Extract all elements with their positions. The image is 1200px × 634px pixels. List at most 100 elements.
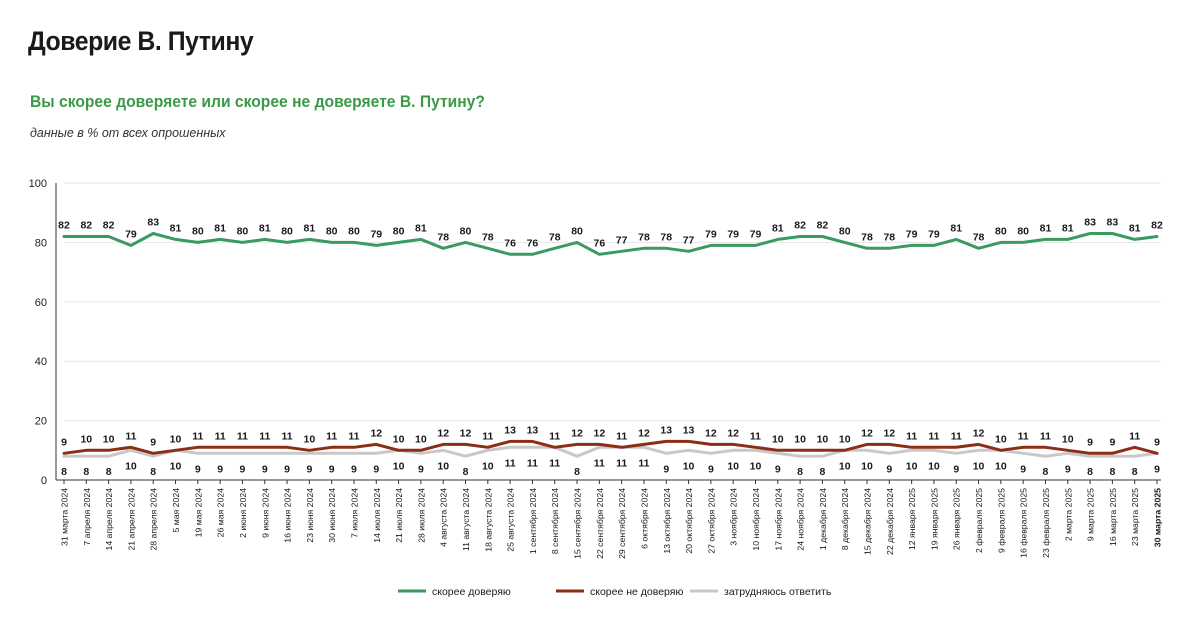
data-label-distrust: 10 xyxy=(995,433,1007,445)
data-label-trust: 79 xyxy=(906,228,918,240)
x-tick-label: 8 сентября 2024 xyxy=(550,488,560,554)
x-tick-label: 7 апреля 2024 xyxy=(82,488,92,546)
data-label-distrust: 11 xyxy=(259,430,270,442)
data-label-undecided: 10 xyxy=(437,460,449,472)
chart-note: данные в % от всех опрошенных xyxy=(30,126,226,140)
data-label-undecided: 10 xyxy=(995,460,1007,472)
x-tick-label: 5 мая 2024 xyxy=(171,488,181,533)
x-tick-label: 31 марта 2024 xyxy=(60,488,70,546)
data-label-trust: 78 xyxy=(861,231,873,243)
x-tick-label: 17 ноября 2024 xyxy=(773,488,783,551)
data-label-undecided: 9 xyxy=(1020,463,1026,475)
data-label-distrust: 11 xyxy=(125,430,136,442)
data-label-undecided: 9 xyxy=(217,463,223,475)
data-label-undecided: 9 xyxy=(195,463,201,475)
data-label-distrust: 10 xyxy=(103,433,115,445)
data-label-undecided: 8 xyxy=(106,466,112,478)
data-label-undecided: 9 xyxy=(262,463,268,475)
data-label-trust: 80 xyxy=(192,225,204,237)
data-label-undecided: 9 xyxy=(306,463,312,475)
x-tick-label: 15 сентября 2024 xyxy=(573,488,583,559)
data-label-distrust: 12 xyxy=(594,427,606,439)
data-label-trust: 80 xyxy=(1017,225,1029,237)
x-tick-label: 15 декабря 2024 xyxy=(863,488,873,555)
x-tick-label: 16 февраля 2025 xyxy=(1019,488,1029,558)
data-label-trust: 80 xyxy=(281,225,293,237)
data-label-undecided: 8 xyxy=(61,466,67,478)
x-tick-label: 13 октября 2024 xyxy=(662,488,672,554)
data-label-trust: 80 xyxy=(995,225,1007,237)
x-tick-label: 23 марта 2025 xyxy=(1130,488,1140,546)
data-label-trust: 81 xyxy=(415,222,427,234)
series-line-distrust xyxy=(62,439,1159,455)
legend-label-trust: скорее доверяю xyxy=(432,586,511,598)
data-label-undecided: 9 xyxy=(953,463,959,475)
data-label-distrust: 11 xyxy=(549,430,560,442)
x-tick-label: 20 октября 2024 xyxy=(684,488,694,554)
data-label-trust: 80 xyxy=(571,225,583,237)
data-label-distrust: 10 xyxy=(839,433,851,445)
data-label-undecided: 11 xyxy=(527,457,538,469)
data-label-undecided: 9 xyxy=(708,463,714,475)
data-label-distrust: 10 xyxy=(817,433,829,445)
data-label-distrust: 12 xyxy=(861,427,873,439)
data-label-undecided: 9 xyxy=(775,463,781,475)
data-label-distrust: 12 xyxy=(727,427,739,439)
data-label-trust: 83 xyxy=(1107,216,1119,228)
x-tick-label: 2 февраля 2025 xyxy=(974,488,984,553)
x-tick-label-layer: 31 марта 2024 7 апреля 2024 14 апреля 2024… xyxy=(60,488,1163,559)
x-tick-label: 6 октября 2024 xyxy=(639,488,649,549)
data-label-distrust: 10 xyxy=(1062,433,1074,445)
data-label-distrust: 10 xyxy=(393,433,405,445)
data-label-undecided: 9 xyxy=(373,463,379,475)
data-label-undecided: 9 xyxy=(329,463,335,475)
data-label-undecided: 8 xyxy=(83,466,89,478)
x-tick-label: 26 января 2025 xyxy=(952,488,962,550)
x-tick-label: 9 марта 2025 xyxy=(1086,488,1096,541)
data-label-trust: 80 xyxy=(393,225,405,237)
data-label-trust: 78 xyxy=(660,231,672,243)
data-label-trust: 83 xyxy=(1084,216,1096,228)
x-tick-label: 16 июня 2024 xyxy=(283,488,293,543)
x-tick-label: 1 декабря 2024 xyxy=(818,488,828,550)
legend-label-distrust: скорее не доверяю xyxy=(590,586,683,598)
y-tick-label: 20 xyxy=(35,416,47,428)
data-label-undecided: 8 xyxy=(463,466,469,478)
x-tick-label: 21 июля 2024 xyxy=(394,488,404,543)
x-tick-label: 1 сентября 2024 xyxy=(528,488,538,554)
data-label-undecided: 8 xyxy=(797,466,803,478)
data-label-distrust: 10 xyxy=(415,433,427,445)
legend: скорее доверяю скорее не доверяю затрудняю… xyxy=(398,586,832,598)
data-label-trust: 81 xyxy=(950,222,962,234)
data-label-trust: 82 xyxy=(58,219,70,231)
data-label-trust: 77 xyxy=(616,234,628,246)
data-label-trust: 80 xyxy=(348,225,360,237)
data-label-undecided: 8 xyxy=(1132,466,1138,478)
data-label-distrust: 12 xyxy=(370,427,382,439)
data-label-undecided: 10 xyxy=(928,460,940,472)
data-label-undecided: 10 xyxy=(683,460,695,472)
x-tick-label: 10 ноября 2024 xyxy=(751,488,761,551)
data-label-distrust: 10 xyxy=(170,433,182,445)
data-label-trust: 81 xyxy=(214,222,226,234)
x-tick-label: 30 марта 2025 xyxy=(1153,488,1163,547)
data-label-layer: 82 82 82 79 83 81 80 81 80 81 80 81 80 80 79 80 81 78 80 78… xyxy=(58,216,1163,478)
x-tick-label: 18 августа 2024 xyxy=(483,488,493,552)
axis-layer: 0 20 40 60 80 100 xyxy=(29,178,1161,487)
grid-layer xyxy=(64,182,1161,422)
x-tick-label: 4 августа 2024 xyxy=(439,488,449,547)
data-label-undecided: 11 xyxy=(549,457,560,469)
data-label-trust: 80 xyxy=(839,225,851,237)
data-label-trust: 79 xyxy=(705,228,717,240)
data-label-distrust: 11 xyxy=(928,430,939,442)
x-tick-label: 28 апреля 2024 xyxy=(149,488,159,551)
data-label-distrust: 13 xyxy=(504,424,516,436)
data-label-distrust: 11 xyxy=(750,430,761,442)
data-label-distrust: 11 xyxy=(1040,430,1051,442)
data-label-undecided: 9 xyxy=(1065,463,1071,475)
data-label-distrust: 12 xyxy=(460,427,472,439)
data-label-distrust: 11 xyxy=(616,430,627,442)
data-label-distrust: 11 xyxy=(192,430,203,442)
data-label-trust: 82 xyxy=(817,219,829,231)
